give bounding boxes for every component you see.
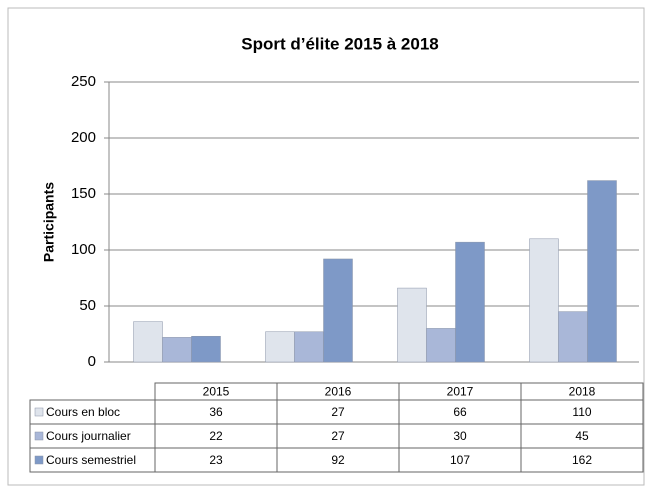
bar [265, 331, 295, 363]
bar [529, 238, 559, 363]
bar [426, 328, 456, 363]
bar [558, 311, 588, 363]
table-value: 23 [209, 453, 223, 467]
x-tick-label: 2015 [203, 385, 230, 399]
table-value: 107 [450, 453, 470, 467]
table-value: 30 [453, 429, 467, 443]
table-value: 110 [572, 405, 591, 419]
table-value: 66 [453, 405, 467, 419]
table-value: 45 [575, 429, 589, 443]
bar [323, 258, 353, 363]
table-value: 22 [209, 429, 223, 443]
y-tick-label: 200 [71, 129, 96, 146]
y-tick-label: 0 [88, 353, 96, 370]
bar [162, 337, 192, 363]
legend-label: Cours journalier [46, 429, 131, 443]
chart-title: Sport d’élite 2015 à 2018 [241, 34, 439, 53]
table-value: 36 [209, 405, 223, 419]
table-value: 162 [572, 453, 592, 467]
table-body-frame [29, 399, 644, 473]
x-tick-label: 2017 [447, 385, 474, 399]
x-tick-label: 2018 [569, 385, 596, 399]
legend-swatch [34, 407, 44, 417]
table-value: 27 [331, 405, 345, 419]
bar [455, 241, 485, 363]
bar [294, 331, 324, 363]
table-value: 27 [331, 429, 345, 443]
bar [397, 287, 427, 363]
y-tick-label: 100 [71, 241, 96, 258]
table-value: 92 [331, 453, 345, 467]
y-tick-label: 50 [79, 297, 96, 314]
y-axis-label: Participants [41, 182, 57, 262]
legend-swatch [34, 455, 44, 465]
bar [133, 321, 163, 363]
bar [191, 335, 221, 363]
legend-label: Cours en bloc [46, 405, 120, 419]
data-table: 2015 2016 2017 2018 Cours en bloc 36 27 66 110 Co… [29, 382, 644, 473]
legend-swatch [34, 431, 44, 441]
bar [587, 180, 617, 363]
legend-label: Cours semestriel [46, 453, 136, 467]
y-tick-label: 250 [71, 73, 96, 90]
x-tick-label: 2016 [325, 385, 352, 399]
y-tick-label: 150 [71, 185, 96, 202]
